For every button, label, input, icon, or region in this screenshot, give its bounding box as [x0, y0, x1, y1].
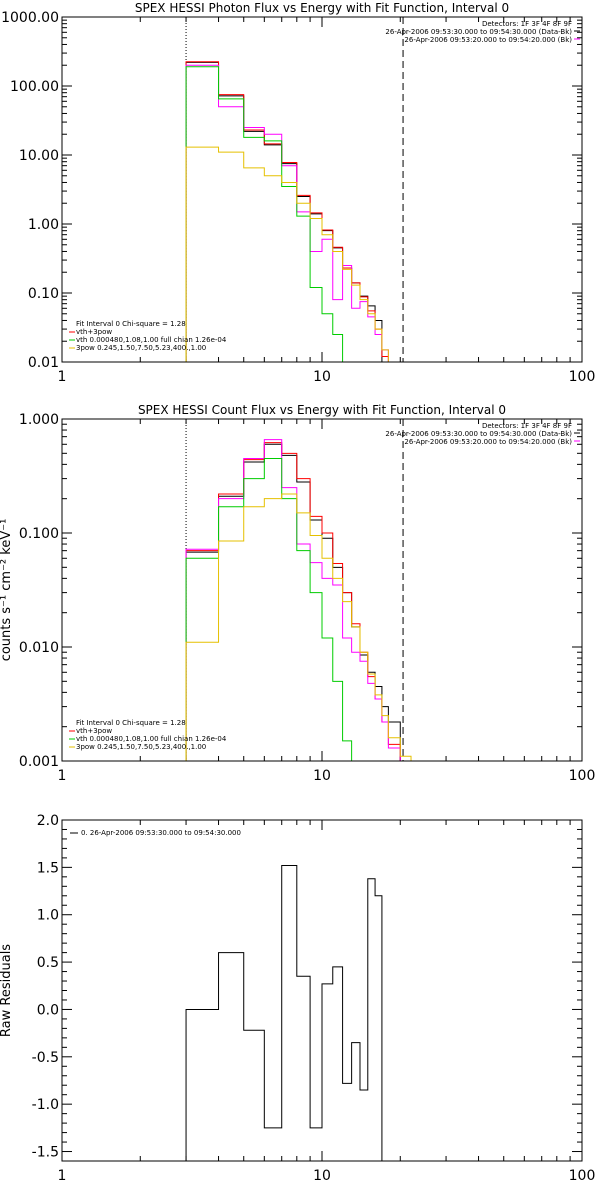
- series-group: [185, 864, 383, 1161]
- y-tick-label: 10.00: [19, 148, 59, 164]
- y-tick-label: -0.5: [32, 1050, 59, 1066]
- y-tick-label: 1.000: [19, 412, 59, 428]
- x-tick-label: 100: [569, 768, 596, 784]
- x-tick-label: 10: [313, 1168, 331, 1184]
- y-tick-label: 0.001: [19, 754, 59, 770]
- series-line-4: [185, 458, 353, 761]
- series-group: [185, 439, 412, 761]
- y-tick-label: 1000.00: [1, 10, 59, 26]
- chart-title: SPEX HESSI Count Flux vs Energy with Fit…: [138, 403, 506, 417]
- chart-title: SPEX HESSI Photon Flux vs Energy with Fi…: [135, 1, 509, 15]
- series-line-4: [185, 66, 344, 362]
- chart-panel-2: SPEX HESSI Count Flux vs Energy with Fit…: [0, 403, 595, 784]
- plot-frame: [61, 16, 583, 363]
- y-tick-label: 2.0: [37, 813, 59, 829]
- chart-panel-3: Raw Residuals 1 10 100 -1.5 -1.0 -0.5 0.0 0.5 1.0…: [0, 813, 595, 1184]
- legend-entry: 3pow 0.245,1.50,7.50,5.23,400.,1.00: [76, 344, 206, 352]
- x-tick-label: 1: [58, 369, 67, 385]
- legend-entry: vth 0.000480,1.08,1.00 full chian 1.26e-…: [76, 336, 227, 344]
- y-tick-label: -1.0: [32, 1097, 59, 1113]
- series-line-1: [185, 864, 383, 1161]
- y-tick-label: -1.5: [32, 1145, 59, 1161]
- x-tick-label: 100: [569, 1168, 596, 1184]
- y-tick-label: 0.010: [19, 640, 59, 656]
- legend-entry: vth+3pow: [76, 328, 112, 336]
- legend-entry: vth 0.000480,1.08,1.00 full chian 1.26e-…: [76, 735, 227, 743]
- series-line-3: [185, 439, 401, 761]
- y-tick-label: 0.01: [28, 355, 59, 371]
- series-line-3: [185, 64, 389, 362]
- series-line-1: [185, 61, 383, 362]
- plot-frame: [61, 819, 583, 1162]
- legend-entry: 0. 26-Apr-2006 09:53:30.000 to 09:54:30.…: [81, 829, 241, 837]
- header-text: 26-Apr-2006 09:53:30.000 to 09:54:30.000…: [385, 28, 572, 36]
- x-tick-label: 10: [313, 369, 331, 385]
- x-tick-label: 1: [58, 1168, 67, 1184]
- y-axis-label: counts s⁻¹ cm⁻² keV⁻¹: [0, 519, 14, 662]
- y-tick-label: 1.00: [28, 217, 59, 233]
- chart-panel-1: SPEX HESSI Photon Flux vs Energy with Fi…: [1, 1, 595, 385]
- y-axis-label: Raw Residuals: [0, 944, 14, 1037]
- y-tick-label: 100.00: [10, 79, 59, 95]
- header-text: Detectors: 1F 3F 4F 8F 9F: [482, 20, 572, 28]
- legend-entry: Fit Interval 0 Chi-square = 1.28: [76, 320, 186, 328]
- series-line-2: [185, 61, 389, 362]
- header-text: Detectors: 1F 3F 4F 8F 9F: [482, 422, 572, 430]
- header-text: 26-Apr-2006 09:53:30.000 to 09:54:30.000…: [385, 430, 572, 438]
- plot-frame: [61, 418, 583, 762]
- series-group: [185, 61, 389, 362]
- x-tick-label: 10: [313, 768, 331, 784]
- y-tick-label: 0.5: [37, 955, 59, 971]
- header-text: 26-Apr-2006 09:53:20.000 to 09:54:20.000…: [404, 438, 572, 446]
- series-line-5: [185, 493, 412, 761]
- y-tick-label: 0.10: [28, 286, 59, 302]
- y-tick-label: 0.100: [19, 526, 59, 542]
- header-text: 26-Apr-2006 09:53:20.000 to 09:54:20.000…: [404, 36, 572, 44]
- legend-entry: Fit Interval 0 Chi-square = 1.28: [76, 719, 186, 727]
- legend-entry: 3pow 0.245,1.50,7.50,5.23,400.,1.00: [76, 743, 206, 751]
- y-tick-label: 1.0: [37, 908, 59, 924]
- series-line-5: [185, 146, 389, 362]
- y-tick-label: 1.5: [37, 860, 59, 876]
- x-tick-label: 1: [58, 768, 67, 784]
- legend-entry: vth+3pow: [76, 727, 112, 735]
- x-tick-label: 100: [569, 369, 596, 385]
- y-tick-label: 0.0: [37, 1002, 59, 1018]
